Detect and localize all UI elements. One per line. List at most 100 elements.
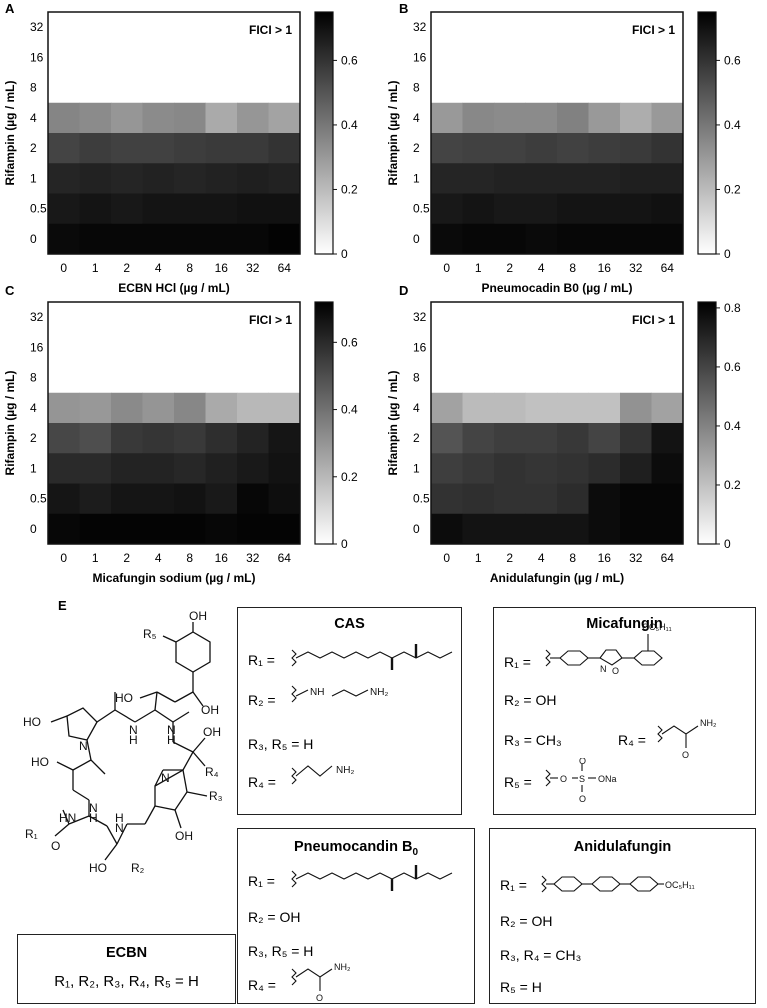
hm-b-cell-r7-c1 xyxy=(462,223,495,255)
hm-c-xtick-1: 1 xyxy=(92,551,99,565)
hm-a-xtick-5: 16 xyxy=(215,261,229,275)
atom-oh-ring2: OH xyxy=(175,829,193,843)
hm-d-cell-r5-c0 xyxy=(431,453,463,484)
hm-a-cell-r6-c6 xyxy=(237,193,269,225)
atom-n-pro: N xyxy=(79,739,88,753)
hm-c-cell-r5-c1 xyxy=(79,453,112,484)
hm-a-ytick-5: 1 xyxy=(30,171,37,185)
hm-a-cell-r7-c7 xyxy=(268,223,301,255)
hm-d-ytick-1: 16 xyxy=(413,340,427,354)
hm-a-ytick-4: 2 xyxy=(30,141,37,155)
hm-b-ytick-6: 0.5 xyxy=(413,202,430,216)
hm-b-cell-r5-c0 xyxy=(431,163,463,194)
hm-c-cell-r1-c5 xyxy=(205,332,238,363)
hm-b-cell-r1-c2 xyxy=(494,42,526,73)
hm-c-cell-r4-c2 xyxy=(111,423,143,454)
hm-b-xtick-6: 32 xyxy=(629,261,643,275)
panel-label-d: D xyxy=(399,283,409,298)
hm-d-xtick-1: 1 xyxy=(475,551,482,565)
hm-d-annotation: FICI > 1 xyxy=(632,313,675,327)
hm-c-cell-r0-c0 xyxy=(48,302,80,333)
hm-a-cell-r2-c1 xyxy=(79,72,112,104)
hm-d-ytick-2: 8 xyxy=(413,371,420,385)
heatmap-d: FICI > 1 32 16 8 4 2 1 0.5 0 0 1 2 4 8 16 32 64 Anidulafu… xyxy=(386,301,741,585)
hm-b-xtick-5: 16 xyxy=(598,261,612,275)
hm-a-cell-r4-c1 xyxy=(79,133,112,164)
hm-a-cell-r5-c4 xyxy=(174,163,206,194)
atom-r4: R₄ xyxy=(205,765,219,779)
hm-b-xtick-2: 2 xyxy=(506,261,513,275)
hm-a-cell-r1-c2 xyxy=(111,42,143,73)
hm-c-cell-r4-c3 xyxy=(142,423,175,454)
pneumocandin-r4-structure: NH₂ O xyxy=(291,962,351,1003)
hm-d-ytick-6: 0.5 xyxy=(413,492,430,506)
hm-b-cell-r2-c7 xyxy=(651,72,684,104)
atom-ho-left: HO xyxy=(115,691,133,705)
hm-a-cell-r5-c7 xyxy=(268,163,301,194)
hm-b-cell-r4-c0 xyxy=(431,133,463,164)
hm-d-cell-r3-c5 xyxy=(588,392,621,424)
pneumocandin-r1: R₁ = xyxy=(248,873,275,889)
hm-a-cell-r3-c3 xyxy=(142,102,175,134)
pneumocandin-o: O xyxy=(316,993,323,1003)
hm-b-xtick-0: 0 xyxy=(443,261,450,275)
hm-c-cell-r6-c2 xyxy=(111,483,143,515)
hm-c-cell-r6-c3 xyxy=(142,483,175,515)
hm-b-xtick-4: 8 xyxy=(569,261,576,275)
hm-b-cell-r5-c2 xyxy=(494,163,526,194)
hm-b-cell-r3-c3 xyxy=(525,102,558,134)
atom-h-amide1: H xyxy=(129,733,138,747)
hm-a-xlabel: ECBN HCl (µg / mL) xyxy=(118,281,230,295)
hm-a-xtick-1: 1 xyxy=(92,261,99,275)
hm-c-xtick-3: 4 xyxy=(155,551,162,565)
hm-c-cell-r0-c5 xyxy=(205,302,238,333)
hm-c-annotation: FICI > 1 xyxy=(249,313,292,327)
hm-d-cell-r1-c3 xyxy=(525,332,558,363)
hm-d-cell-r7-c3 xyxy=(525,513,558,545)
hm-b-ytick-0: 32 xyxy=(413,20,427,34)
hm-a-cell-r0-c5 xyxy=(205,12,238,43)
hm-b-frame xyxy=(430,11,684,255)
cas-box: CAS R₁ = R₂ = NH NH₂ R₃, R₅ = H R₄ = NH₂ xyxy=(237,607,462,815)
hm-b-ylabel: Rifampin (µg / mL) xyxy=(386,81,400,186)
hm-c-ytick-6: 0.5 xyxy=(30,492,47,506)
hm-b-cell-r7-c0 xyxy=(431,223,463,255)
hm-a-ytick-0: 32 xyxy=(30,20,44,34)
hm-a-cell-r0-c2 xyxy=(111,12,143,43)
hm-a-cell-r7-c6 xyxy=(237,223,269,255)
hm-b-cell-r2-c0 xyxy=(431,72,463,104)
hm-d-cell-r4-c6 xyxy=(620,423,652,454)
hm-b-cell-r3-c1 xyxy=(462,102,495,134)
hm-c-xtick-5: 16 xyxy=(215,551,229,565)
hm-d-xtick-7: 64 xyxy=(661,551,675,565)
ecbn-formula: R₁, R₂, R₃, R₄, R₅ = H xyxy=(54,973,199,990)
cas-title: CAS xyxy=(334,616,365,632)
hm-c-cell-r5-c3 xyxy=(142,453,175,484)
panel-label-e: E xyxy=(58,598,67,613)
atom-ho-thr: HO xyxy=(31,755,49,769)
hm-c-cell-r0-c6 xyxy=(237,302,269,333)
hm-c-cell-r0-c7 xyxy=(268,302,301,333)
hm-b-cell-r7-c2 xyxy=(494,223,526,255)
hm-c-cell-r3-c4 xyxy=(174,392,206,424)
hm-b-cell-r0-c2 xyxy=(494,12,526,43)
hm-d-cell-r0-c5 xyxy=(588,302,621,333)
hm-b-cell-r7-c5 xyxy=(588,223,621,255)
hm-d-cell-r7-c1 xyxy=(462,513,495,545)
hm-c-cell-r5-c6 xyxy=(237,453,269,484)
hm-c-colorbar-tick-1: 0.2 xyxy=(341,470,358,484)
hm-b-cell-r1-c3 xyxy=(525,42,558,73)
hm-b-cell-r6-c7 xyxy=(651,193,684,225)
hm-b-cell-r5-c7 xyxy=(651,163,684,194)
hm-c-cell-r1-c0 xyxy=(48,332,80,363)
hm-c-cell-r4-c5 xyxy=(205,423,238,454)
hm-d-ytick-4: 2 xyxy=(413,431,420,445)
hm-c-cell-r6-c1 xyxy=(79,483,112,515)
hm-b-cell-r5-c1 xyxy=(462,163,495,194)
hm-a-cell-r1-c4 xyxy=(174,42,206,73)
hm-d-cell-r7-c6 xyxy=(620,513,652,545)
hm-a-cell-r6-c2 xyxy=(111,193,143,225)
hm-b-xtick-3: 4 xyxy=(538,261,545,275)
hm-c-cell-r1-c6 xyxy=(237,332,269,363)
hm-c-cell-r7-c5 xyxy=(205,513,238,545)
